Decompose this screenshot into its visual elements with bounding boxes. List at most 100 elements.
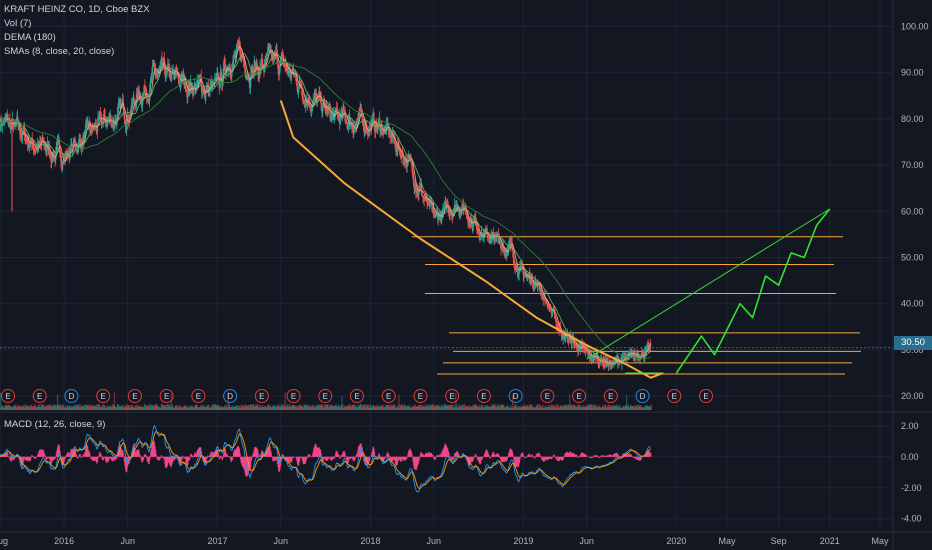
candle-body bbox=[507, 247, 509, 251]
candle-body bbox=[117, 104, 120, 109]
candle-body bbox=[198, 78, 200, 81]
dema-line bbox=[0, 61, 651, 360]
volume-bar bbox=[195, 405, 198, 410]
volume-bar bbox=[113, 392, 116, 410]
volume-bar bbox=[191, 406, 194, 410]
symbol-title[interactable]: KRAFT HEINZ CO, 1D, Cboe BZX bbox=[4, 4, 150, 15]
volume-bar bbox=[356, 406, 358, 410]
volume-bar bbox=[594, 404, 597, 410]
volume-bar bbox=[357, 407, 360, 410]
candle-body bbox=[171, 71, 174, 73]
candle-body bbox=[189, 84, 191, 93]
volume-bar bbox=[447, 406, 449, 410]
volume-bar bbox=[180, 406, 182, 410]
volume-bar bbox=[518, 407, 520, 410]
macd-histogram-bar bbox=[191, 455, 194, 457]
macd-histogram-bar bbox=[97, 456, 99, 459]
horizontal-levels[interactable] bbox=[412, 236, 861, 375]
volume-bar bbox=[587, 404, 590, 410]
volume-bar bbox=[536, 404, 539, 410]
volume-bar bbox=[227, 407, 229, 410]
volume-bar bbox=[213, 404, 215, 410]
indicator-dema-label[interactable]: DEMA (180) bbox=[4, 32, 56, 43]
volume-bar bbox=[55, 407, 57, 410]
candle-body bbox=[267, 48, 270, 50]
volume-bar bbox=[389, 406, 391, 410]
volume-bar bbox=[510, 407, 513, 410]
volume-bar bbox=[248, 404, 250, 410]
macd-histogram-bar bbox=[339, 456, 342, 459]
volume-bar bbox=[394, 404, 396, 410]
candle-body bbox=[198, 77, 201, 79]
volume-bar bbox=[83, 407, 86, 410]
macd-histogram-bar bbox=[309, 455, 311, 457]
candle-body bbox=[455, 206, 458, 209]
volume-bar bbox=[154, 404, 156, 410]
volume-bar bbox=[380, 407, 382, 410]
volume-bar bbox=[183, 405, 185, 410]
candle-body bbox=[339, 118, 342, 124]
candle-body bbox=[464, 208, 467, 212]
volume-bar bbox=[587, 405, 589, 410]
candle-body bbox=[554, 314, 556, 319]
trend-drawings[interactable] bbox=[279, 100, 831, 379]
volume-bar bbox=[409, 407, 411, 410]
volume-bar bbox=[597, 407, 599, 410]
macd-histogram-bar bbox=[226, 454, 228, 457]
candle-body bbox=[333, 117, 336, 121]
volume-bar bbox=[147, 405, 149, 410]
volume-bar bbox=[258, 407, 260, 410]
volume-bar bbox=[302, 406, 304, 410]
macd-histogram-bar bbox=[182, 455, 184, 457]
candle-body bbox=[185, 86, 187, 92]
candle-body bbox=[312, 100, 315, 105]
macd-histogram-bar bbox=[435, 456, 437, 458]
candle-body bbox=[638, 356, 640, 358]
candle-body bbox=[314, 93, 316, 98]
volume-bar bbox=[495, 407, 497, 410]
volume-bar bbox=[329, 404, 331, 410]
indicator-macd-label[interactable]: MACD (12, 26, close, 9) bbox=[4, 419, 106, 430]
macd-histogram-bar bbox=[472, 456, 475, 460]
volume-bar bbox=[144, 404, 146, 410]
volume-bar bbox=[560, 405, 563, 410]
volume-bar bbox=[614, 405, 616, 410]
volume-bar bbox=[234, 406, 236, 410]
macd-histogram-bar bbox=[154, 450, 157, 457]
candlestick-series bbox=[0, 36, 652, 371]
indicator-smas-label[interactable]: SMAs (8, close, 20, close) bbox=[4, 46, 115, 57]
candle-body bbox=[132, 97, 135, 100]
volume-bar bbox=[271, 407, 273, 410]
candle-body bbox=[144, 85, 146, 92]
volume-bar bbox=[472, 406, 475, 410]
candle-body bbox=[601, 359, 603, 362]
volume-bar bbox=[286, 404, 289, 410]
candle-body bbox=[155, 74, 158, 76]
indicator-vol-label[interactable]: Vol (7) bbox=[4, 18, 32, 29]
volume-bar bbox=[527, 404, 529, 410]
candle-body bbox=[287, 71, 290, 75]
macd-histogram-bar bbox=[35, 456, 37, 459]
volume-bar bbox=[482, 407, 485, 410]
volume-bar bbox=[63, 407, 66, 410]
candle-body bbox=[544, 296, 546, 302]
macd-histogram-bar bbox=[319, 449, 322, 457]
candle-body bbox=[230, 70, 233, 78]
candle-body bbox=[60, 156, 62, 162]
volume-bar bbox=[557, 404, 559, 410]
x-tick-label: 2018 bbox=[360, 536, 380, 546]
volume-bar bbox=[333, 406, 335, 410]
volume-bar bbox=[174, 406, 176, 410]
volume-bar bbox=[22, 406, 24, 410]
candle-body bbox=[568, 338, 570, 340]
volume-bar bbox=[521, 407, 523, 410]
candle-body bbox=[377, 121, 380, 124]
candle-body bbox=[12, 118, 14, 126]
volume-bar bbox=[137, 406, 139, 410]
volume-bar bbox=[265, 406, 267, 410]
candle-body bbox=[171, 71, 173, 75]
volume-bar bbox=[649, 406, 651, 410]
volume-bar bbox=[207, 405, 209, 410]
